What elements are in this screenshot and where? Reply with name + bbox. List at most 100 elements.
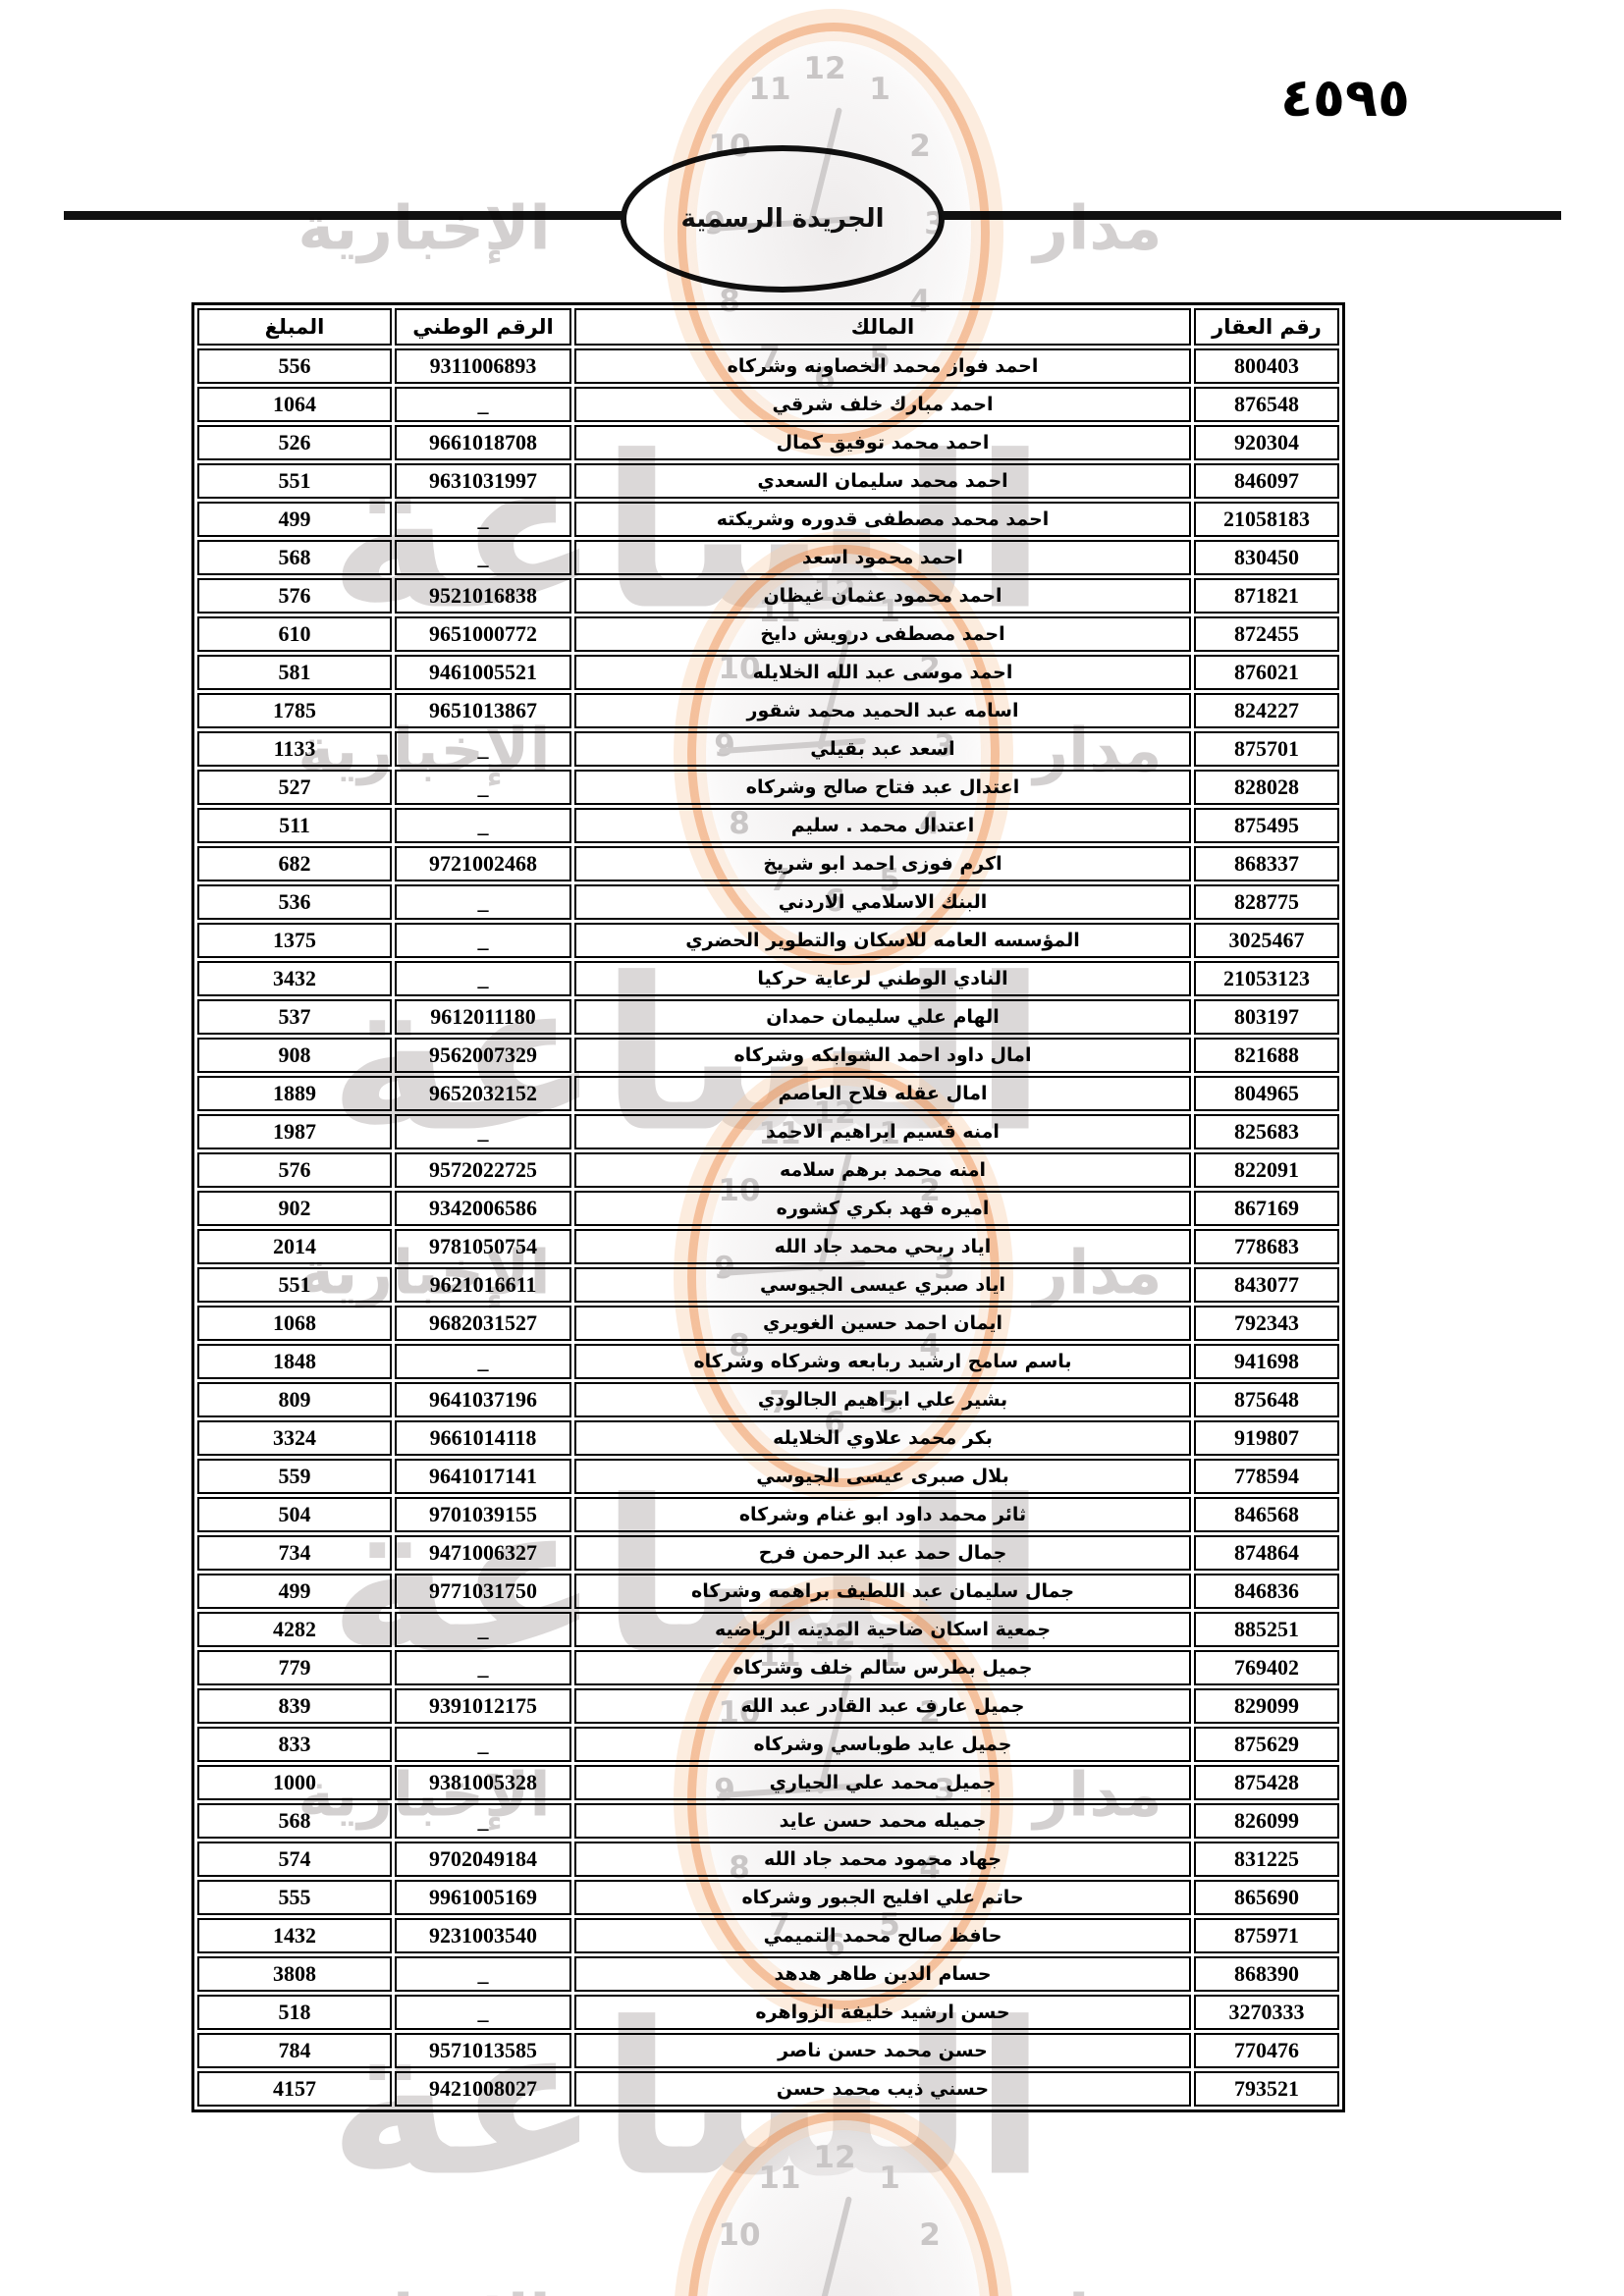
cell-national-id: _ [395,1803,571,1839]
table-row: 846097 احمد محمد سليمان السعدي 9631031997 5… [197,463,1339,499]
table-row: 778683 اياد ربحي محمد جاد الله 9781050754 2… [197,1229,1339,1264]
table-row: 829099 جميل عارف عبد القادر عبد الله 93910… [197,1688,1339,1724]
cell-national-id: 9961005169 [395,1880,571,1915]
cell-national-id: 9631031997 [395,463,571,499]
cell-amount: 839 [197,1688,392,1724]
cell-national-id: _ [395,884,571,920]
clock-number: 2 [909,129,931,164]
cell-amount: 551 [197,463,392,499]
clock-number: 1 [879,2161,900,2197]
cell-owner: احمد محمد توفيق كمال [574,425,1191,460]
table-row: 821688 امال داود احمد الشوابكه وشركاه 9562… [197,1038,1339,1073]
cell-national-id: 9562007329 [395,1038,571,1073]
cell-owner: امنه قسيم ابراهيم الاحمد [574,1114,1191,1149]
cell-national-id: 9612011180 [395,999,571,1035]
cell-property: 874864 [1194,1535,1339,1571]
cell-owner: بشير علي ابراهيم الجالودي [574,1382,1191,1417]
cell-national-id: _ [395,923,571,958]
cell-owner: اسامه عبد الحميد محمد شقور [574,693,1191,728]
brand-right-text: مدار [1033,2281,1162,2296]
cell-amount: 527 [197,770,392,805]
table-row: 778594 بلال صبرى عيسى الجيوسي 9641017141 55… [197,1459,1339,1494]
table-row: 871821 احمد محمود عثمان غيظان 9521016838 57… [197,578,1339,614]
brand-right-text: مدار [1033,191,1163,264]
cell-national-id: _ [395,961,571,996]
table-row: 846836 جمال سليمان عبد اللطيف براهمه وشرك… [197,1574,1339,1609]
cell-amount: 556 [197,348,392,384]
cell-property: 920304 [1194,425,1339,460]
cell-property: 919807 [1194,1420,1339,1456]
clock-number: 12 [813,2140,856,2175]
cell-owner: اسعد عبد بقيلي [574,731,1191,767]
cell-national-id: _ [395,1612,571,1647]
cell-national-id: 9342006586 [395,1191,571,1226]
cell-amount: 809 [197,1382,392,1417]
cell-property: 803197 [1194,999,1339,1035]
cell-national-id: 9231003540 [395,1918,571,1953]
cell-national-id: _ [395,1956,571,1992]
cell-owner: احمد محمد مصطفى قدوره وشريكته [574,502,1191,537]
cell-amount: 1064 [197,387,392,422]
cell-property: 875629 [1194,1727,1339,1762]
cell-owner: المؤسسه العامه للاسكان والتطوير الحضري [574,923,1191,958]
cell-amount: 1068 [197,1306,392,1341]
cell-amount: 610 [197,616,392,652]
cell-owner: احمد فواز محمد الخصاونه وشركاه [574,348,1191,384]
cell-amount: 576 [197,1152,392,1188]
cell-amount: 511 [197,808,392,843]
page-number: ٤٥٩٥ [1280,67,1410,129]
table-header: رقم العقار المالك الرقم الوطني المبلغ [197,308,1339,346]
cell-national-id: 9721002468 [395,846,571,881]
cell-owner: امال داود احمد الشوابكه وشركاه [574,1038,1191,1073]
clock-number: 2 [919,2217,941,2253]
cell-national-id: _ [395,1114,571,1149]
cell-property: 868337 [1194,846,1339,881]
cell-property: 941698 [1194,1344,1339,1379]
cell-national-id: 9661014118 [395,1420,571,1456]
cell-amount: 1133 [197,731,392,767]
cell-amount: 4157 [197,2071,392,2107]
table-row: 822091 امنه محمد برهم سلامه 9572022725 576 [197,1152,1339,1188]
cell-national-id: 9572022725 [395,1152,571,1188]
table-row: 826099 جميله محمد حسن عايد _ 568 [197,1803,1339,1839]
cell-amount: 568 [197,1803,392,1839]
cell-property: 843077 [1194,1267,1339,1303]
gazette-banner: الجريدة الرسمية [621,145,945,293]
cell-national-id: 9701039155 [395,1497,571,1532]
cell-national-id: 9781050754 [395,1229,571,1264]
cell-national-id: 9311006893 [395,348,571,384]
table-row: 868390 حسام الدين طاهر هدهد _ 3808 [197,1956,1339,1992]
clock-number: 11 [748,72,791,108]
brand-left-text: الإخبارية [298,2281,550,2296]
table-row: 828775 البنك الاسلامي الاردني _ 536 [197,884,1339,920]
cell-national-id: 9471006327 [395,1535,571,1571]
cell-amount: 779 [197,1650,392,1685]
cell-owner: باسم سامح ارشيد ربابعه وشركاه وشركاه [574,1344,1191,1379]
cell-owner: امنه محمد برهم سلامه [574,1152,1191,1188]
cell-owner: جميل محمد علي الحياري [574,1765,1191,1800]
header-row: رقم العقار المالك الرقم الوطني المبلغ [197,308,1339,346]
cell-owner: جميل عارف عبد القادر عبد الله [574,1688,1191,1724]
cell-amount: 4282 [197,1612,392,1647]
cell-amount: 734 [197,1535,392,1571]
cell-owner: جهاد محمود محمد جاد الله [574,1842,1191,1877]
cell-amount: 499 [197,1574,392,1609]
cell-owner: ايمان احمد حسين الغويري [574,1306,1191,1341]
cell-property: 826099 [1194,1803,1339,1839]
cell-amount: 902 [197,1191,392,1226]
table-row: 875495 اعتدال محمد . سليم _ 511 [197,808,1339,843]
cell-national-id: 9521016838 [395,578,571,614]
table-row: 792343 ايمان احمد حسين الغويري 9682031527 1… [197,1306,1339,1341]
cell-owner: احمد موسى عبد الله الخلايله [574,655,1191,690]
cell-amount: 504 [197,1497,392,1532]
table-row: 875629 جميل عايد طوباسي وشركاه _ 833 [197,1727,1339,1762]
banner-title: الجريدة الرسمية [680,204,885,234]
cell-property: 876021 [1194,655,1339,690]
cell-owner: حسن محمد حسن ناصر [574,2033,1191,2068]
table-row: 793521 حسني ذيب محمد حسن 9421008027 4157 [197,2071,1339,2107]
table-row: 804965 امال عقله فلاح العاصم 9652032152 188… [197,1076,1339,1111]
cell-property: 800403 [1194,348,1339,384]
table-row: 831225 جهاد محمود محمد جاد الله 9702049184… [197,1842,1339,1877]
cell-amount: 551 [197,1267,392,1303]
table-row: 885251 جمعية اسكان ضاحية المدينه الرياضيه… [197,1612,1339,1647]
